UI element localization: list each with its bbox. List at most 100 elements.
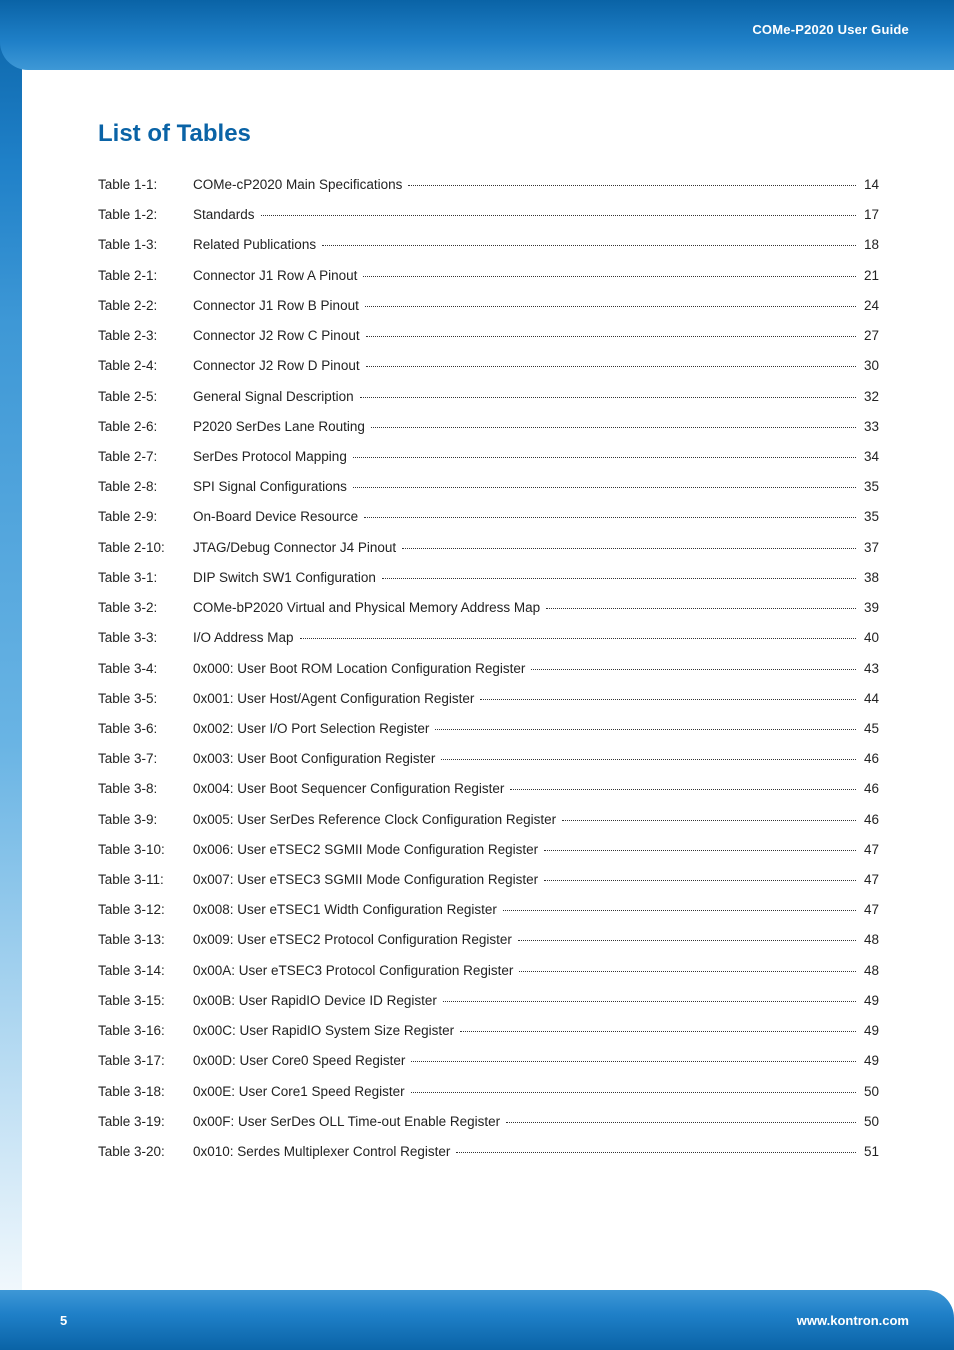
toc-row[interactable]: Table 3-8:0x004: User Boot Sequencer Con…	[98, 780, 879, 798]
page: COMe-P2020 User Guide List of Tables Tab…	[0, 0, 954, 1350]
toc-label: Table 3-17:	[98, 1052, 193, 1070]
toc-page: 24	[858, 297, 879, 315]
toc-row[interactable]: Table 3-4:0x000: User Boot ROM Location …	[98, 660, 879, 678]
toc-row[interactable]: Table 3-9:0x005: User SerDes Reference C…	[98, 811, 879, 829]
toc-page: 40	[858, 629, 879, 647]
toc-dots	[510, 789, 856, 790]
toc-title: 0x009: User eTSEC2 Protocol Configuratio…	[193, 931, 516, 949]
toc-dots	[519, 971, 856, 972]
toc-label: Table 2-8:	[98, 478, 193, 496]
toc-title: 0x00D: User Core0 Speed Register	[193, 1052, 409, 1070]
toc-row[interactable]: Table 3-3:I/O Address Map40	[98, 629, 879, 647]
toc-page: 46	[858, 811, 879, 829]
toc-row[interactable]: Table 3-1:DIP Switch SW1 Configuration38	[98, 569, 879, 587]
toc-row[interactable]: Table 1-1:COMe-cP2020 Main Specification…	[98, 176, 879, 194]
toc-dots	[366, 366, 856, 367]
toc-dots	[365, 306, 856, 307]
toc-page: 46	[858, 780, 879, 798]
toc-row[interactable]: Table 3-6:0x002: User I/O Port Selection…	[98, 720, 879, 738]
toc-page: 14	[858, 176, 879, 194]
toc-label: Table 2-5:	[98, 388, 193, 406]
toc-row[interactable]: Table 2-2:Connector J1 Row B Pinout24	[98, 297, 879, 315]
toc-row[interactable]: Table 3-10:0x006: User eTSEC2 SGMII Mode…	[98, 841, 879, 859]
toc-label: Table 3-9:	[98, 811, 193, 829]
toc-page: 17	[858, 206, 879, 224]
toc-dots	[353, 457, 856, 458]
toc-dots	[402, 548, 856, 549]
toc-row[interactable]: Table 2-6:P2020 SerDes Lane Routing33	[98, 418, 879, 436]
toc-dots	[435, 729, 856, 730]
toc-row[interactable]: Table 2-4:Connector J2 Row D Pinout30	[98, 357, 879, 375]
toc-dots	[366, 336, 856, 337]
section-title: List of Tables	[98, 120, 879, 148]
toc-title: 0x00B: User RapidIO Device ID Register	[193, 992, 441, 1010]
toc-title: 0x00A: User eTSEC3 Protocol Configuratio…	[193, 962, 517, 980]
toc-dots	[544, 880, 856, 881]
toc-row[interactable]: Table 2-3:Connector J2 Row C Pinout27	[98, 327, 879, 345]
toc-label: Table 1-2:	[98, 206, 193, 224]
toc-dots	[300, 638, 856, 639]
toc-title: 0x007: User eTSEC3 SGMII Mode Configurat…	[193, 871, 542, 889]
footer-band: 5 www.kontron.com	[0, 1290, 954, 1350]
toc-title: 0x008: User eTSEC1 Width Configuration R…	[193, 901, 501, 919]
toc-row[interactable]: Table 3-11:0x007: User eTSEC3 SGMII Mode…	[98, 871, 879, 889]
toc-row[interactable]: Table 3-18:0x00E: User Core1 Speed Regis…	[98, 1083, 879, 1101]
toc-title: 0x006: User eTSEC2 SGMII Mode Configurat…	[193, 841, 542, 859]
toc-label: Table 3-18:	[98, 1083, 193, 1101]
toc-row[interactable]: Table 1-2:Standards17	[98, 206, 879, 224]
toc-row[interactable]: Table 3-13:0x009: User eTSEC2 Protocol C…	[98, 931, 879, 949]
toc-label: Table 2-7:	[98, 448, 193, 466]
toc-title: P2020 SerDes Lane Routing	[193, 418, 369, 436]
toc-page: 48	[858, 931, 879, 949]
toc-row[interactable]: Table 2-8:SPI Signal Configurations35	[98, 478, 879, 496]
toc-page: 45	[858, 720, 879, 738]
toc-title: 0x003: User Boot Configuration Register	[193, 750, 439, 768]
toc-row[interactable]: Table 3-2:COMe-bP2020 Virtual and Physic…	[98, 599, 879, 617]
toc-page: 37	[858, 539, 879, 557]
toc-row[interactable]: Table 3-5:0x001: User Host/Agent Configu…	[98, 690, 879, 708]
toc-row[interactable]: Table 2-5:General Signal Description 32	[98, 388, 879, 406]
toc-row[interactable]: Table 3-14:0x00A: User eTSEC3 Protocol C…	[98, 962, 879, 980]
toc-label: Table 3-13:	[98, 931, 193, 949]
toc-page: 51	[858, 1143, 879, 1161]
toc-row[interactable]: Table 2-10:JTAG/Debug Connector J4 Pinou…	[98, 539, 879, 557]
toc-row[interactable]: Table 2-7:SerDes Protocol Mapping34	[98, 448, 879, 466]
table-of-contents: Table 1-1:COMe-cP2020 Main Specification…	[98, 176, 879, 1161]
toc-title: General Signal Description	[193, 388, 358, 406]
toc-title: Related Publications	[193, 236, 320, 254]
toc-dots	[363, 276, 856, 277]
toc-row[interactable]: Table 3-20:0x010: Serdes Multiplexer Con…	[98, 1143, 879, 1161]
toc-row[interactable]: Table 3-17:0x00D: User Core0 Speed Regis…	[98, 1052, 879, 1070]
toc-label: Table 2-4:	[98, 357, 193, 375]
toc-page: 32	[858, 388, 879, 406]
toc-title: 0x005: User SerDes Reference Clock Confi…	[193, 811, 560, 829]
toc-page: 18	[858, 236, 879, 254]
toc-row[interactable]: Table 3-15:0x00B: User RapidIO Device ID…	[98, 992, 879, 1010]
doc-title: COMe-P2020 User Guide	[752, 22, 909, 37]
toc-row[interactable]: Table 3-7:0x003: User Boot Configuration…	[98, 750, 879, 768]
toc-page: 46	[858, 750, 879, 768]
toc-label: Table 2-3:	[98, 327, 193, 345]
toc-row[interactable]: Table 3-16:0x00C: User RapidIO System Si…	[98, 1022, 879, 1040]
toc-page: 49	[858, 1022, 879, 1040]
toc-row[interactable]: Table 2-1:Connector J1 Row A Pinout21	[98, 267, 879, 285]
toc-label: Table 3-19:	[98, 1113, 193, 1131]
toc-row[interactable]: Table 3-12:0x008: User eTSEC1 Width Conf…	[98, 901, 879, 919]
toc-page: 47	[858, 841, 879, 859]
toc-row[interactable]: Table 1-3:Related Publications18	[98, 236, 879, 254]
toc-title: COMe-cP2020 Main Specifications	[193, 176, 406, 194]
toc-dots	[411, 1061, 856, 1062]
toc-row[interactable]: Table 3-19:0x00F: User SerDes OLL Time-o…	[98, 1113, 879, 1131]
toc-dots	[360, 397, 856, 398]
toc-row[interactable]: Table 2-9:On-Board Device Resource35	[98, 508, 879, 526]
toc-dots	[443, 1001, 856, 1002]
toc-dots	[562, 820, 856, 821]
toc-label: Table 2-2:	[98, 297, 193, 315]
toc-label: Table 3-12:	[98, 901, 193, 919]
toc-dots	[456, 1152, 856, 1153]
toc-dots	[546, 608, 856, 609]
toc-label: Table 3-16:	[98, 1022, 193, 1040]
toc-label: Table 2-6:	[98, 418, 193, 436]
toc-label: Table 2-10:	[98, 539, 193, 557]
toc-dots	[408, 185, 856, 186]
